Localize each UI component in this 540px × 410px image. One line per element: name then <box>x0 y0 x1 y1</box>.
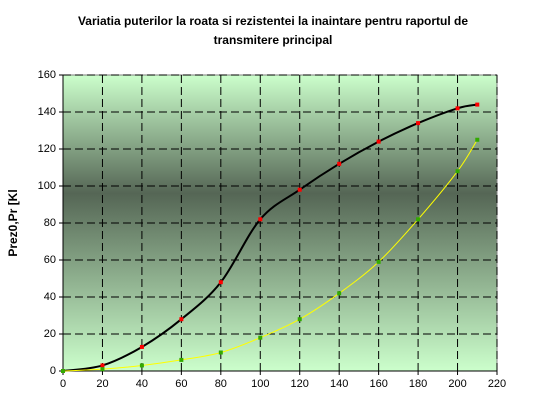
marker <box>337 161 342 166</box>
marker <box>376 259 381 264</box>
series-line <box>62 103 478 372</box>
marker <box>475 102 480 107</box>
x-tick-label: 160 <box>369 378 387 390</box>
x-tick-label: 140 <box>330 378 348 390</box>
marker <box>139 363 144 368</box>
marker <box>455 106 460 111</box>
x-tick-label: 0 <box>60 378 66 390</box>
marker <box>100 367 105 372</box>
chart-title: transmitere principal <box>214 33 333 47</box>
marker <box>297 317 302 322</box>
marker <box>139 344 144 349</box>
series-line <box>62 139 478 372</box>
x-tick-label: 120 <box>291 378 309 390</box>
marker <box>61 369 65 373</box>
marker <box>179 317 184 322</box>
marker <box>455 169 460 174</box>
x-tick-label: 100 <box>251 378 269 390</box>
marker <box>416 121 421 126</box>
x-tick-label: 80 <box>215 378 227 390</box>
y-tick-label: 0 <box>50 365 56 377</box>
y-tick-label: 140 <box>38 106 56 118</box>
marker <box>179 357 184 362</box>
x-tick-label: 180 <box>409 378 427 390</box>
y-tick-label: 20 <box>44 328 56 340</box>
y-tick-label: 160 <box>38 69 56 81</box>
marker <box>218 280 223 285</box>
marker <box>258 217 263 222</box>
x-tick-label: 200 <box>448 378 466 390</box>
y-tick-label: 60 <box>44 254 56 266</box>
x-tick-label: 20 <box>96 378 108 390</box>
x-tick-label: 40 <box>136 378 148 390</box>
marker <box>258 335 263 340</box>
marker <box>376 139 381 144</box>
marker <box>475 137 480 142</box>
marker <box>416 217 421 222</box>
marker <box>297 187 302 192</box>
x-tick-label: 60 <box>175 378 187 390</box>
marker <box>100 363 105 368</box>
x-tick-label: 220 <box>488 378 506 390</box>
y-axis-label: Prez0,Pr [Kl <box>6 189 20 256</box>
marker <box>218 350 223 355</box>
y-tick-label: 120 <box>38 143 56 155</box>
y-tick-label: 40 <box>44 291 56 303</box>
marker <box>337 291 342 296</box>
chart-title: Variatia puterilor la roata si rezistent… <box>78 14 468 28</box>
y-tick-label: 100 <box>38 180 56 192</box>
y-tick-label: 80 <box>44 217 56 229</box>
